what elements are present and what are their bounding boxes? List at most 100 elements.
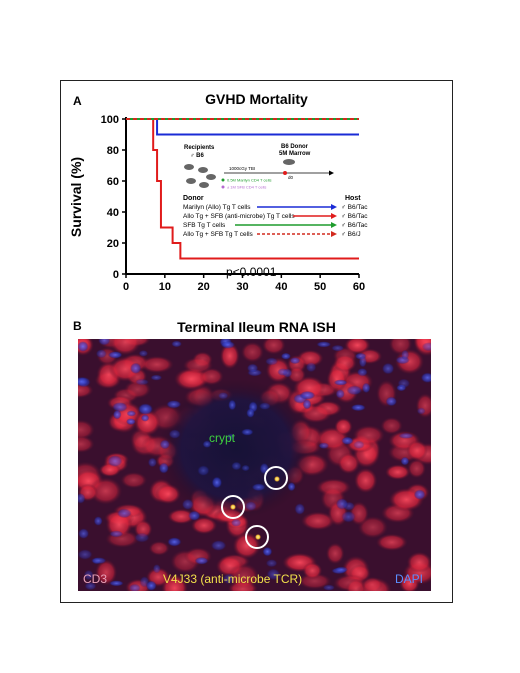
dapi-nucleus bbox=[78, 549, 93, 560]
dapi-nucleus bbox=[341, 436, 354, 445]
inset-donor-title: B6 Donor bbox=[281, 144, 309, 150]
crypt-label: crypt bbox=[209, 431, 236, 445]
dapi-nucleus bbox=[135, 378, 150, 386]
mouse-icon bbox=[198, 167, 208, 173]
figure-frame: A GVHD Mortality 0 10 20 30 40 50 60 0 20 40 60 80 1… bbox=[60, 80, 453, 603]
cd3-label: CD3 bbox=[83, 572, 108, 586]
dapi-nucleus bbox=[251, 483, 266, 492]
dapi-nucleus bbox=[83, 569, 94, 581]
dapi-nucleus bbox=[305, 362, 317, 373]
y-tick-label: 0 bbox=[113, 269, 119, 281]
dapi-nucleus bbox=[350, 404, 366, 412]
protocol-inset: Recipients ♂ B6 B6 Donor 5M Marrow 1000c… bbox=[184, 144, 334, 190]
legend-host-label: ♂ B6/Tac bbox=[341, 213, 368, 220]
dapi-nucleus bbox=[158, 462, 169, 474]
legend-rows: Marilyn (Allo) Tg T cells ♂ B6/Tac Allo Tg… bbox=[183, 204, 368, 238]
dapi-nucleus bbox=[126, 410, 137, 417]
y-axis-label: Survival (%) bbox=[68, 157, 84, 237]
dapi-nucleus bbox=[226, 433, 235, 441]
dapi-nucleus bbox=[294, 503, 306, 515]
legend-donor-label: Marilyn (Allo) Tg T cells bbox=[183, 204, 251, 211]
series-line-1 bbox=[126, 118, 359, 136]
panel-b-letter: B bbox=[73, 319, 82, 333]
dapi-nucleus bbox=[220, 340, 236, 349]
cd3-cell bbox=[109, 339, 141, 356]
chart-series bbox=[126, 118, 359, 260]
cd3-cell bbox=[108, 356, 142, 382]
highlight-circle bbox=[264, 466, 288, 490]
x-tick-label: 30 bbox=[236, 281, 248, 293]
mouse-icon bbox=[206, 174, 216, 180]
highlight-circle bbox=[221, 495, 245, 519]
dapi-nucleus bbox=[167, 537, 182, 547]
inset-donor-marrow: 5M Marrow bbox=[279, 151, 311, 157]
dapi-nucleus bbox=[318, 442, 330, 449]
chart-axes: 0 10 20 30 40 50 60 0 20 40 60 80 100 bbox=[101, 114, 365, 293]
inset-tbi: 1000cGy TBI bbox=[229, 166, 255, 171]
dapi-nucleus bbox=[420, 372, 431, 383]
dapi-nucleus bbox=[413, 489, 426, 500]
dapi-nucleus bbox=[381, 362, 395, 375]
legend: Donor Host Marilyn (Allo) Tg T cells ♂ B6… bbox=[183, 195, 368, 238]
cd3-cell bbox=[228, 563, 260, 591]
dapi-nucleus bbox=[134, 532, 150, 543]
cd3-cell bbox=[300, 511, 336, 531]
dapi-nucleus bbox=[140, 414, 150, 422]
cd3-cell bbox=[140, 355, 174, 374]
dapi-nucleus bbox=[108, 351, 123, 359]
cd3-cell bbox=[240, 341, 264, 363]
dapi-nucleus bbox=[78, 493, 86, 504]
dapi-nucleus bbox=[280, 352, 291, 360]
dapi-nucleus bbox=[346, 385, 363, 396]
cd3-cell bbox=[385, 464, 411, 480]
dapi-nucleus bbox=[159, 439, 171, 450]
x-tick-label: 0 bbox=[123, 281, 129, 293]
dapi-nucleus bbox=[107, 455, 123, 467]
dapi-nucleus bbox=[152, 564, 161, 574]
dapi-nucleus bbox=[333, 379, 348, 386]
legend-host-header: Host bbox=[345, 195, 361, 202]
probe-dot bbox=[274, 476, 280, 482]
probe-signals bbox=[230, 476, 280, 540]
dapi-nucleus bbox=[98, 339, 111, 346]
cd3-cell bbox=[333, 354, 357, 373]
dapi-nucleus bbox=[231, 461, 242, 471]
cd3-cell bbox=[352, 425, 385, 446]
inset-day: d0 bbox=[288, 175, 294, 180]
cd3-cell bbox=[354, 467, 378, 494]
dapi-nucleus bbox=[246, 408, 255, 418]
dapi-nucleus bbox=[246, 363, 259, 373]
dapi-nucleus bbox=[421, 342, 431, 352]
dapi-nucleus bbox=[116, 508, 132, 519]
legend-donor-label: Allo Tg + SFB (anti-microbe) Tg T cells bbox=[183, 213, 295, 220]
dapi-nucleus bbox=[181, 498, 194, 510]
cd3-cell bbox=[78, 419, 95, 440]
dapi-nucleus bbox=[168, 429, 181, 439]
dose1-dot bbox=[221, 178, 225, 182]
cd3-cell bbox=[167, 508, 195, 525]
legend-donor-label: Allo Tg + SFB Tg T cells bbox=[183, 231, 254, 238]
dapi-nucleus bbox=[353, 440, 365, 449]
cd3-cell bbox=[407, 458, 427, 479]
dapi-nucleus bbox=[84, 582, 97, 591]
dapi-nucleus bbox=[112, 409, 122, 420]
mouse-icon bbox=[199, 182, 209, 188]
ish-nuclei bbox=[78, 339, 431, 591]
dapi-nucleus bbox=[197, 465, 210, 476]
y-tick-label: 60 bbox=[107, 176, 119, 188]
timeline-arrowhead bbox=[329, 170, 334, 176]
x-tick-label: 60 bbox=[353, 281, 365, 293]
dapi-nucleus bbox=[78, 341, 89, 352]
probe-dot bbox=[230, 504, 236, 510]
dapi-nucleus bbox=[401, 349, 410, 361]
cd3-cell bbox=[232, 532, 261, 560]
cd3-cell bbox=[380, 417, 403, 435]
timeline-marker bbox=[283, 171, 287, 175]
x-tick-label: 20 bbox=[198, 281, 210, 293]
dapi-nucleus bbox=[150, 374, 163, 381]
dapi-nucleus bbox=[112, 402, 128, 412]
x-tick-label: 50 bbox=[314, 281, 326, 293]
donor-mouse-icon bbox=[283, 159, 295, 165]
cd3-cell bbox=[326, 366, 347, 393]
series-line-2 bbox=[126, 118, 359, 260]
